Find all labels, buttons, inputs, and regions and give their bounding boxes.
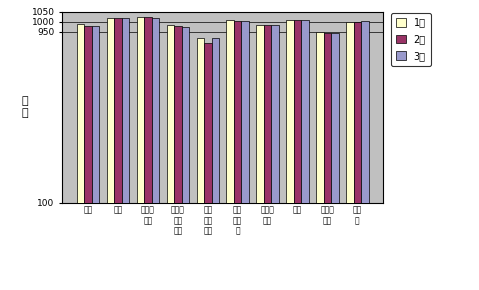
Bar (241, 21, 249, 223)
Bar (174, 26, 182, 223)
Bar (256, 25, 264, 223)
Legend: 1月, 2月, 3月: 1月, 2月, 3月 (391, 13, 431, 66)
Y-axis label: 指
数: 指 数 (22, 97, 28, 118)
Bar (346, 22, 354, 223)
Bar (196, 38, 204, 223)
Bar (234, 21, 241, 223)
Bar (354, 23, 361, 223)
Bar (92, 26, 99, 223)
Bar (84, 26, 92, 223)
Bar (324, 33, 331, 223)
Bar (264, 25, 272, 223)
Bar (294, 20, 301, 223)
Bar (144, 17, 152, 223)
Bar (167, 25, 174, 223)
Bar (331, 33, 339, 223)
Bar (272, 25, 279, 223)
Bar (204, 43, 212, 223)
Bar (212, 38, 219, 223)
Bar (316, 32, 324, 223)
Bar (182, 27, 189, 223)
Bar (107, 18, 114, 223)
Bar (361, 21, 369, 223)
Bar (286, 20, 294, 223)
Bar (122, 19, 129, 223)
Bar (301, 20, 309, 223)
Bar (152, 18, 159, 223)
Bar (227, 20, 234, 223)
Bar (77, 24, 84, 223)
Bar (137, 17, 144, 223)
Bar (114, 19, 122, 223)
